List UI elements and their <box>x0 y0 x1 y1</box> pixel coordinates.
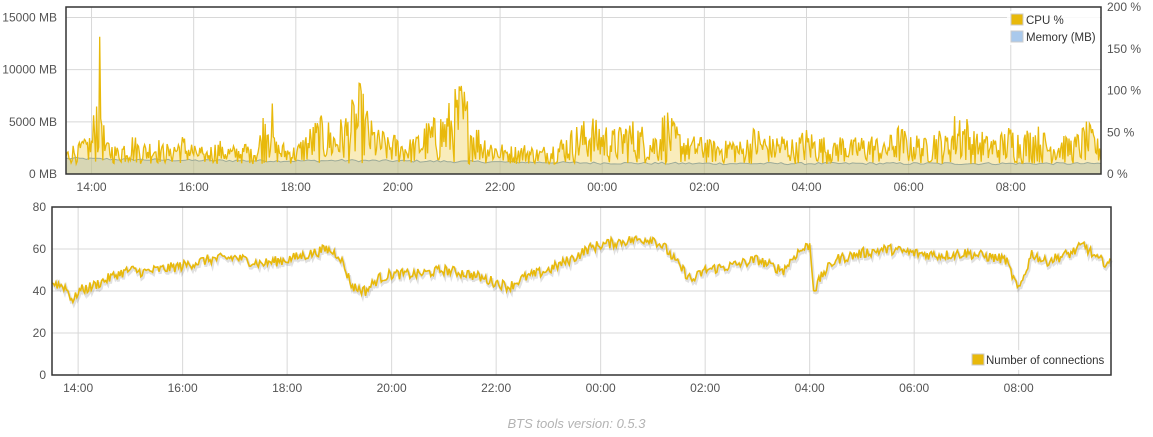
memory-axis-labels: 0 MB 5000 MB 10000 MB 15000 MB <box>2 10 57 181</box>
x-tick-label: 16:00 <box>179 180 209 194</box>
x-tick-label: 04:00 <box>795 381 825 395</box>
x-tick-label: 22:00 <box>481 381 511 395</box>
x-tick-label: 02:00 <box>690 381 720 395</box>
legend-swatch-memory <box>1010 30 1024 43</box>
legend-label-memory: Memory (MB) <box>1026 32 1096 44</box>
x-tick-label: 08:00 <box>996 180 1026 194</box>
y-tick-label-left: 0 MB <box>29 167 57 181</box>
cpu-memory-time-axis-labels: 14:00 16:00 18:00 20:00 22:00 00:00 02:00 04:00… <box>77 180 1027 194</box>
connections-plot-frame <box>51 206 1112 376</box>
memory-line <box>65 156 1102 166</box>
legend-swatch-cpu <box>1010 13 1024 26</box>
connections-series <box>51 234 1113 309</box>
y-tick-label-left: 15000 MB <box>2 10 57 24</box>
x-tick-label: 20:00 <box>377 381 407 395</box>
y-tick-label-right: 0 % <box>1107 167 1128 181</box>
cpu-memory-series <box>65 36 1102 175</box>
connections-time-axis-labels: 14:00 16:00 18:00 20:00 22:00 00:00 02:00 04:00… <box>63 381 1034 395</box>
x-tick-label: 00:00 <box>587 180 617 194</box>
y-tick-label-right: 200 % <box>1107 0 1141 14</box>
x-tick-label: 14:00 <box>77 180 107 194</box>
x-tick-label: 20:00 <box>383 180 413 194</box>
legend-label-connections: Number of connections <box>986 355 1105 367</box>
x-tick-label: 04:00 <box>791 180 821 194</box>
x-tick-label: 14:00 <box>63 381 93 395</box>
legend-swatch-connections <box>971 353 985 366</box>
connections-axis-labels: 0 20 40 60 80 <box>33 200 47 382</box>
connections-legend: Number of connections <box>968 350 1110 370</box>
y-tick-label-right: 100 % <box>1107 84 1141 98</box>
y-tick-label: 80 <box>33 200 47 214</box>
memory-area <box>66 157 1101 174</box>
cpu-memory-plot-frame <box>65 6 1102 175</box>
version-footer: BTS tools version: 0.5.3 <box>507 416 646 431</box>
connections-grid <box>52 206 1111 375</box>
x-tick-label: 18:00 <box>281 180 311 194</box>
x-tick-label: 02:00 <box>689 180 719 194</box>
connections-chart: 0 20 40 60 80 14:00 16:00 18:00 20:00 22:00 00:00… <box>33 200 1113 395</box>
y-tick-label: 60 <box>33 242 47 256</box>
y-tick-label: 40 <box>33 284 47 298</box>
y-tick-label-right: 150 % <box>1107 42 1141 56</box>
y-tick-label-left: 5000 MB <box>9 115 57 129</box>
legend-background <box>968 350 1110 370</box>
connections-line <box>51 234 1111 305</box>
cpu-line <box>65 36 1102 167</box>
plot-background <box>66 7 1101 174</box>
x-tick-label: 06:00 <box>894 180 924 194</box>
x-tick-label: 22:00 <box>485 180 515 194</box>
x-tick-label: 16:00 <box>168 381 198 395</box>
x-tick-label: 18:00 <box>272 381 302 395</box>
cpu-memory-chart: 0 MB 5000 MB 10000 MB 15000 MB 0 % 50 % 100 %… <box>2 0 1141 194</box>
cpu-memory-grid <box>66 7 1101 174</box>
cpu-memory-legend: CPU % Memory (MB) <box>1007 11 1100 45</box>
legend-label-cpu: CPU % <box>1026 15 1064 27</box>
y-tick-label: 20 <box>33 326 47 340</box>
y-tick-label-left: 10000 MB <box>2 63 57 77</box>
x-tick-label: 06:00 <box>899 381 929 395</box>
x-tick-label: 08:00 <box>1004 381 1034 395</box>
y-tick-label-right: 50 % <box>1107 125 1135 139</box>
cpu-axis-labels: 0 % 50 % 100 % 150 % 200 % <box>1107 0 1141 181</box>
y-tick-label: 0 <box>39 368 46 382</box>
x-tick-label: 00:00 <box>586 381 616 395</box>
